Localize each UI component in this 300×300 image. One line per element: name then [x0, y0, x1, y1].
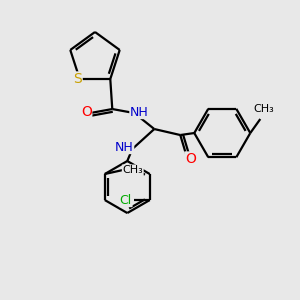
Text: S: S	[73, 72, 82, 86]
Text: CH₃: CH₃	[253, 104, 274, 114]
Text: O: O	[81, 105, 92, 119]
Text: O: O	[185, 152, 196, 166]
Text: NH: NH	[130, 106, 149, 118]
Text: CH₃: CH₃	[122, 165, 143, 175]
Text: NH: NH	[115, 140, 134, 154]
Text: Cl: Cl	[120, 194, 132, 206]
